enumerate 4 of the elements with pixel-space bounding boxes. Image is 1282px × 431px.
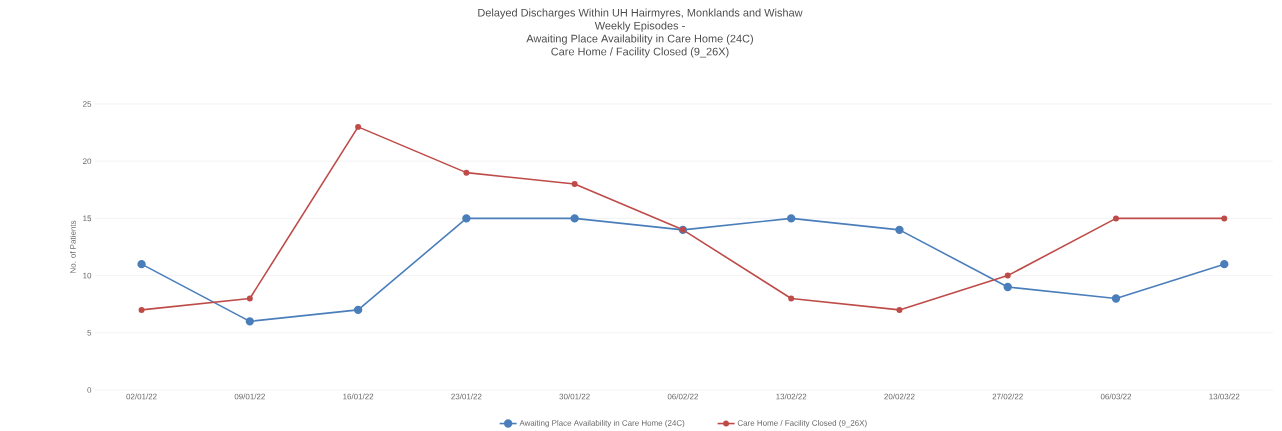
- text: Care Home / Facility Closed (9_26X): [551, 47, 729, 58]
- text: Delayed Discharges Within UH Hairmyres, Monklands and Wishaw: [478, 8, 803, 19]
- text: Weekly Episodes -: [594, 21, 685, 32]
- text: Awaiting Place Availability in Care Home (24C): [526, 34, 753, 45]
